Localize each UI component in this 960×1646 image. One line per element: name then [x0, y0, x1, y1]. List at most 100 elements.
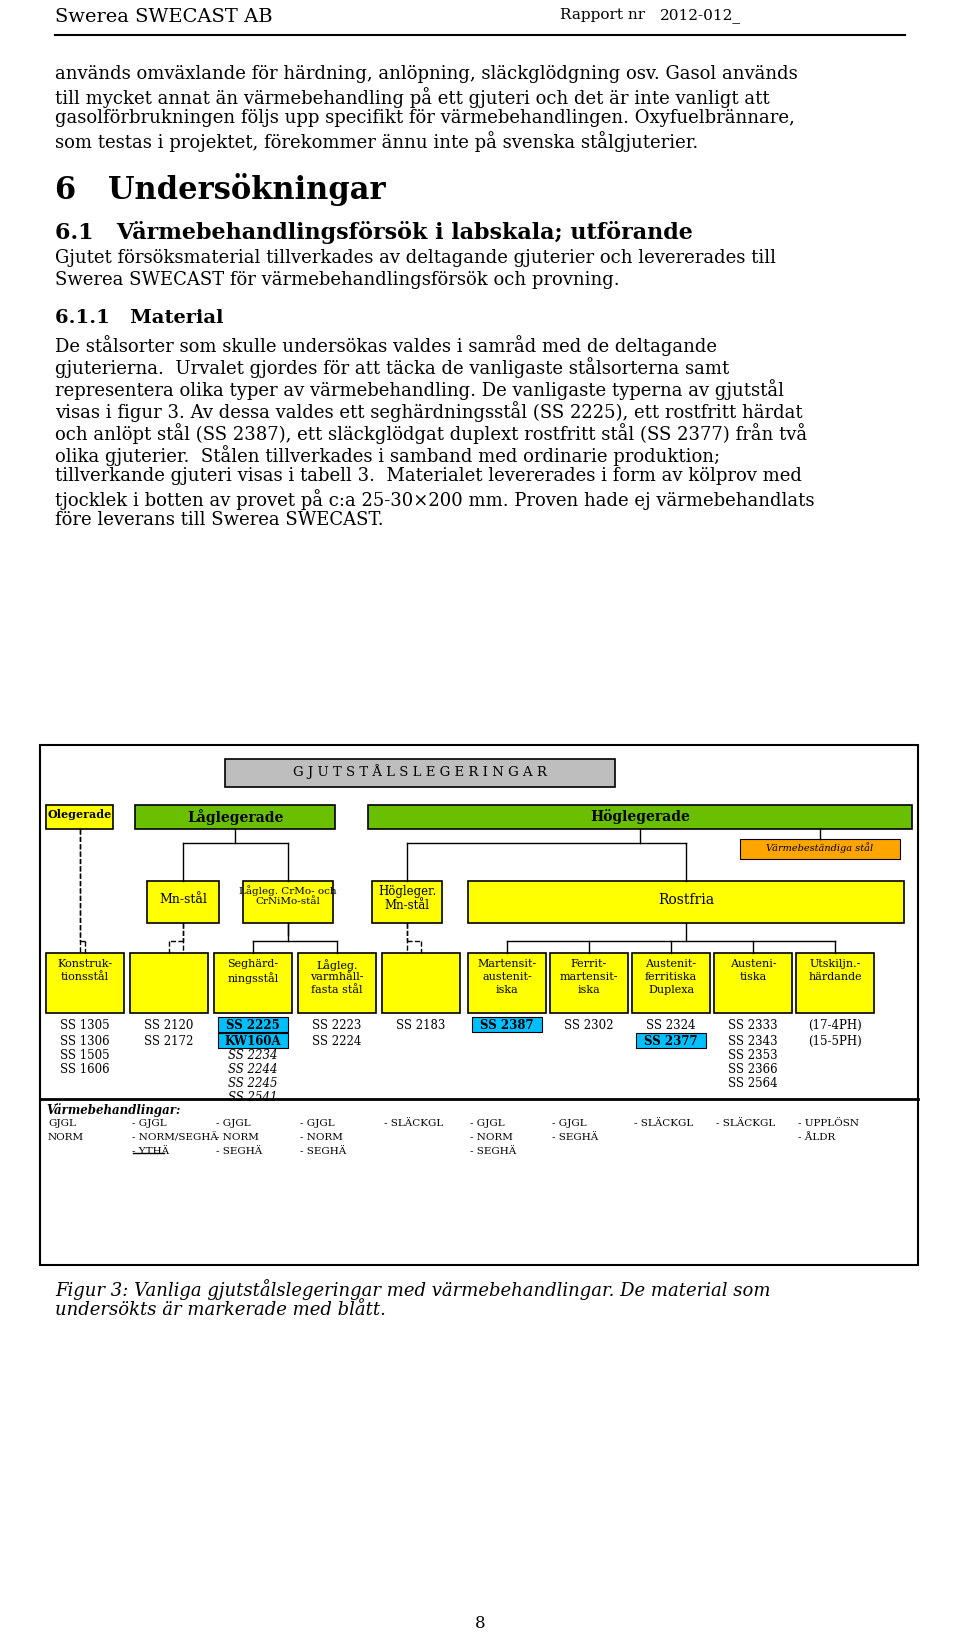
- Text: SS 2225: SS 2225: [227, 1019, 280, 1032]
- Text: tillverkande gjuteri visas i tabell 3.  Materialet levererades i form av kölprov: tillverkande gjuteri visas i tabell 3. M…: [55, 467, 802, 486]
- Bar: [368, 805, 912, 830]
- Text: - GJGL: - GJGL: [216, 1119, 251, 1128]
- Text: 6   Undersökningar: 6 Undersökningar: [55, 173, 386, 206]
- Text: GJGL: GJGL: [48, 1119, 76, 1128]
- Text: - SLÄCKGL: - SLÄCKGL: [634, 1119, 693, 1128]
- Text: Austeni-: Austeni-: [730, 960, 777, 969]
- Bar: [40, 746, 918, 1266]
- Text: - GJGL: - GJGL: [470, 1119, 505, 1128]
- Bar: [218, 1017, 288, 1032]
- Text: Lågleg.: Lågleg.: [316, 960, 358, 971]
- Bar: [135, 805, 335, 830]
- Text: fasta stål: fasta stål: [311, 984, 363, 994]
- Text: används omväxlande för härdning, anlöpning, släckglödgning osv. Gasol används: används omväxlande för härdning, anlöpni…: [55, 64, 798, 82]
- Bar: [372, 881, 442, 923]
- Text: Värmebeständiga stål: Värmebeständiga stål: [766, 843, 874, 853]
- Text: Austenit-: Austenit-: [645, 960, 697, 969]
- Text: SS 2244: SS 2244: [228, 1063, 277, 1076]
- Text: (15-5PH): (15-5PH): [808, 1035, 862, 1049]
- Text: Rapport nr: Rapport nr: [560, 8, 645, 21]
- Text: Martensit-: Martensit-: [477, 960, 537, 969]
- Text: 8: 8: [474, 1615, 486, 1631]
- Text: SS 2387: SS 2387: [480, 1019, 534, 1032]
- Text: Värmebehandlingar:: Värmebehandlingar:: [46, 1103, 180, 1118]
- Bar: [298, 953, 376, 1012]
- Text: SS 1606: SS 1606: [60, 1063, 109, 1076]
- Text: till mycket annat än värmebehandling på ett gjuteri och det är inte vanligt att: till mycket annat än värmebehandling på …: [55, 87, 770, 109]
- Text: visas i figur 3. Av dessa valdes ett seghärdningsstål (SS 2225), ett rostfritt h: visas i figur 3. Av dessa valdes ett seg…: [55, 402, 803, 421]
- Text: SS 2541: SS 2541: [228, 1091, 277, 1104]
- Text: Mn-stål: Mn-stål: [385, 899, 429, 912]
- Text: SS 2377: SS 2377: [644, 1035, 698, 1049]
- Text: Swerea SWECAST för värmebehandlingsförsök och provning.: Swerea SWECAST för värmebehandlingsförsö…: [55, 272, 619, 290]
- Text: Högleger.: Högleger.: [378, 886, 436, 899]
- Text: Olegerade: Olegerade: [47, 808, 111, 820]
- Text: varmhåll-: varmhåll-: [310, 973, 364, 983]
- Bar: [468, 953, 546, 1012]
- Text: - SEGHÄ: - SEGHÄ: [470, 1147, 516, 1155]
- Text: - GJGL: - GJGL: [132, 1119, 167, 1128]
- Text: gjuterierna.  Urvalet gjordes för att täcka de vanligaste stålsorterna samt: gjuterierna. Urvalet gjordes för att täc…: [55, 357, 730, 379]
- Text: före leverans till Swerea SWECAST.: före leverans till Swerea SWECAST.: [55, 510, 384, 528]
- Text: gasolförbrukningen följs upp specifikt för värmebehandlingen. Oxyfuelbrännare,: gasolförbrukningen följs upp specifikt f…: [55, 109, 795, 127]
- Text: - NORM: - NORM: [470, 1132, 513, 1142]
- Text: SS 1305: SS 1305: [60, 1019, 109, 1032]
- Text: 2012-012_: 2012-012_: [660, 8, 741, 23]
- Text: SS 2223: SS 2223: [312, 1019, 362, 1032]
- Text: - SEGHÄ: - SEGHÄ: [300, 1147, 347, 1155]
- Text: tionsstål: tionsstål: [60, 973, 109, 983]
- Text: austenit-: austenit-: [482, 973, 532, 983]
- Bar: [218, 1034, 288, 1049]
- Bar: [632, 953, 710, 1012]
- Text: CrNiMo-stål: CrNiMo-stål: [255, 897, 321, 905]
- Text: SS 1306: SS 1306: [60, 1035, 109, 1049]
- Text: SS 2172: SS 2172: [144, 1035, 194, 1049]
- Bar: [740, 839, 900, 859]
- Text: - NORM: - NORM: [216, 1132, 259, 1142]
- Text: De stålsorter som skulle undersökas valdes i samråd med de deltagande: De stålsorter som skulle undersökas vald…: [55, 336, 717, 356]
- Text: SS 2302: SS 2302: [564, 1019, 613, 1032]
- Text: tiska: tiska: [739, 973, 767, 983]
- Bar: [636, 1034, 706, 1049]
- Text: och anlöpt stål (SS 2387), ett släckglödgat duplext rostfritt stål (SS 2377) frå: och anlöpt stål (SS 2387), ett släckglöd…: [55, 423, 807, 444]
- Bar: [214, 953, 292, 1012]
- Bar: [472, 1017, 542, 1032]
- Bar: [147, 881, 219, 923]
- Text: - SEGHÄ: - SEGHÄ: [216, 1147, 262, 1155]
- Text: SS 2120: SS 2120: [144, 1019, 194, 1032]
- Text: G J U T S T Å L S L E G E R I N G A R: G J U T S T Å L S L E G E R I N G A R: [293, 764, 547, 779]
- Text: - UPPLÖSN: - UPPLÖSN: [798, 1119, 859, 1128]
- Text: - SLÄCKGL: - SLÄCKGL: [716, 1119, 776, 1128]
- Text: olika gjuterier.  Stålen tillverkades i samband med ordinarie produktion;: olika gjuterier. Stålen tillverkades i s…: [55, 444, 720, 466]
- Bar: [550, 953, 628, 1012]
- Bar: [225, 759, 615, 787]
- Bar: [243, 881, 333, 923]
- Text: SS 1505: SS 1505: [60, 1049, 109, 1062]
- Text: - GJGL: - GJGL: [300, 1119, 335, 1128]
- Text: iska: iska: [578, 984, 600, 994]
- Text: SS 2333: SS 2333: [729, 1019, 778, 1032]
- Text: SS 2224: SS 2224: [312, 1035, 362, 1049]
- Text: SS 2564: SS 2564: [729, 1076, 778, 1090]
- Text: - NORM/SEGHÄ: - NORM/SEGHÄ: [132, 1132, 218, 1142]
- Bar: [130, 953, 208, 1012]
- Text: KW160A: KW160A: [225, 1035, 281, 1049]
- Text: representera olika typer av värmebehandling. De vanligaste typerna av gjutstål: representera olika typer av värmebehandl…: [55, 379, 784, 400]
- Text: Gjutet försöksmaterial tillverkades av deltagande gjuterier och levererades till: Gjutet försöksmaterial tillverkades av d…: [55, 249, 776, 267]
- Text: - YTHÄ: - YTHÄ: [132, 1147, 169, 1155]
- Text: Swerea SWECAST AB: Swerea SWECAST AB: [55, 8, 273, 26]
- Text: (17-4PH): (17-4PH): [808, 1019, 862, 1032]
- Text: - SEGHÄ: - SEGHÄ: [552, 1132, 598, 1142]
- Text: Konstruk-: Konstruk-: [58, 960, 112, 969]
- Text: Rostfria: Rostfria: [658, 894, 714, 907]
- Text: - GJGL: - GJGL: [552, 1119, 587, 1128]
- Bar: [714, 953, 792, 1012]
- Text: SS 2234: SS 2234: [228, 1049, 277, 1062]
- Text: ningsstål: ningsstål: [228, 973, 278, 984]
- Text: SS 2353: SS 2353: [729, 1049, 778, 1062]
- Text: - ÅLDR: - ÅLDR: [798, 1132, 835, 1142]
- Text: Figur 3: Vanliga gjutstålslegeringar med värmebehandlingar. De material som: Figur 3: Vanliga gjutstålslegeringar med…: [55, 1279, 771, 1300]
- Text: Seghärd-: Seghärd-: [228, 960, 278, 969]
- Text: SS 2245: SS 2245: [228, 1076, 277, 1090]
- Text: SS 2183: SS 2183: [396, 1019, 445, 1032]
